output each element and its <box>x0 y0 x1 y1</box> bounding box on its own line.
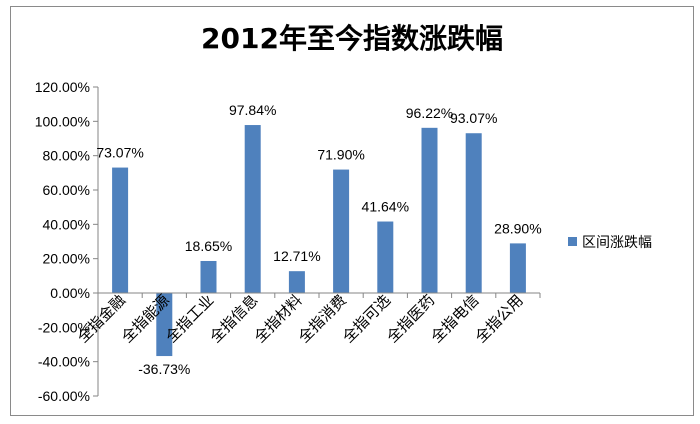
bar <box>244 125 261 293</box>
bar <box>333 169 350 293</box>
y-tick-label: 120.00% <box>35 79 90 95</box>
bar-series <box>112 125 526 357</box>
y-tick-label: 0.00% <box>50 285 90 301</box>
y-tick-label: -60.00% <box>38 388 90 404</box>
category-label: 全指可选 <box>339 291 394 346</box>
legend-label: 区间涨跌幅 <box>582 235 652 251</box>
data-label: 73.07% <box>96 145 143 161</box>
category-label: 全指电信 <box>427 291 482 346</box>
category-label: 全指医药 <box>383 291 438 346</box>
axis-lines <box>97 87 541 396</box>
y-tick-label: -40.00% <box>38 354 90 370</box>
bar <box>377 221 394 293</box>
bar <box>288 271 305 293</box>
y-tick-label: 40.00% <box>43 216 90 232</box>
bar <box>200 260 217 293</box>
chart-title: 2012年至今指数涨跌幅 <box>201 22 503 55</box>
data-labels: 73.07% -36.73% 18.65% 97.84% 12.71% 71.90% 41.… <box>96 102 541 377</box>
data-label: 41.64% <box>362 199 409 215</box>
category-label: 全指消费 <box>295 291 350 346</box>
y-tick-label: 60.00% <box>43 182 90 198</box>
y-tick-label: 100.00% <box>35 113 90 129</box>
data-label: 97.84% <box>229 102 276 118</box>
y-tick-label: -20.00% <box>38 319 90 335</box>
data-label: 12.71% <box>273 248 320 264</box>
bar <box>421 127 438 294</box>
category-label: 全指材料 <box>251 291 306 346</box>
bar <box>156 293 173 357</box>
bar <box>465 133 482 293</box>
legend-swatch <box>568 237 577 246</box>
y-tick-label: 80.00% <box>43 148 90 164</box>
category-label: 全指公用 <box>472 291 527 346</box>
data-label: 71.90% <box>317 147 364 163</box>
data-label: 96.22% <box>406 105 453 121</box>
data-label: 93.07% <box>450 110 497 126</box>
bar <box>112 167 129 293</box>
legend: 区间涨跌幅 <box>568 235 652 251</box>
data-label: -36.73% <box>138 361 190 377</box>
data-label: 18.65% <box>185 238 232 254</box>
bar <box>509 243 526 293</box>
category-label: 全指信息 <box>206 291 261 346</box>
y-tick-label: 20.00% <box>43 251 90 267</box>
y-axis: 120.00% 100.00% 80.00% 60.00% 40.00% 20.00% 0.… <box>35 79 98 404</box>
data-label: 28.90% <box>494 220 541 236</box>
